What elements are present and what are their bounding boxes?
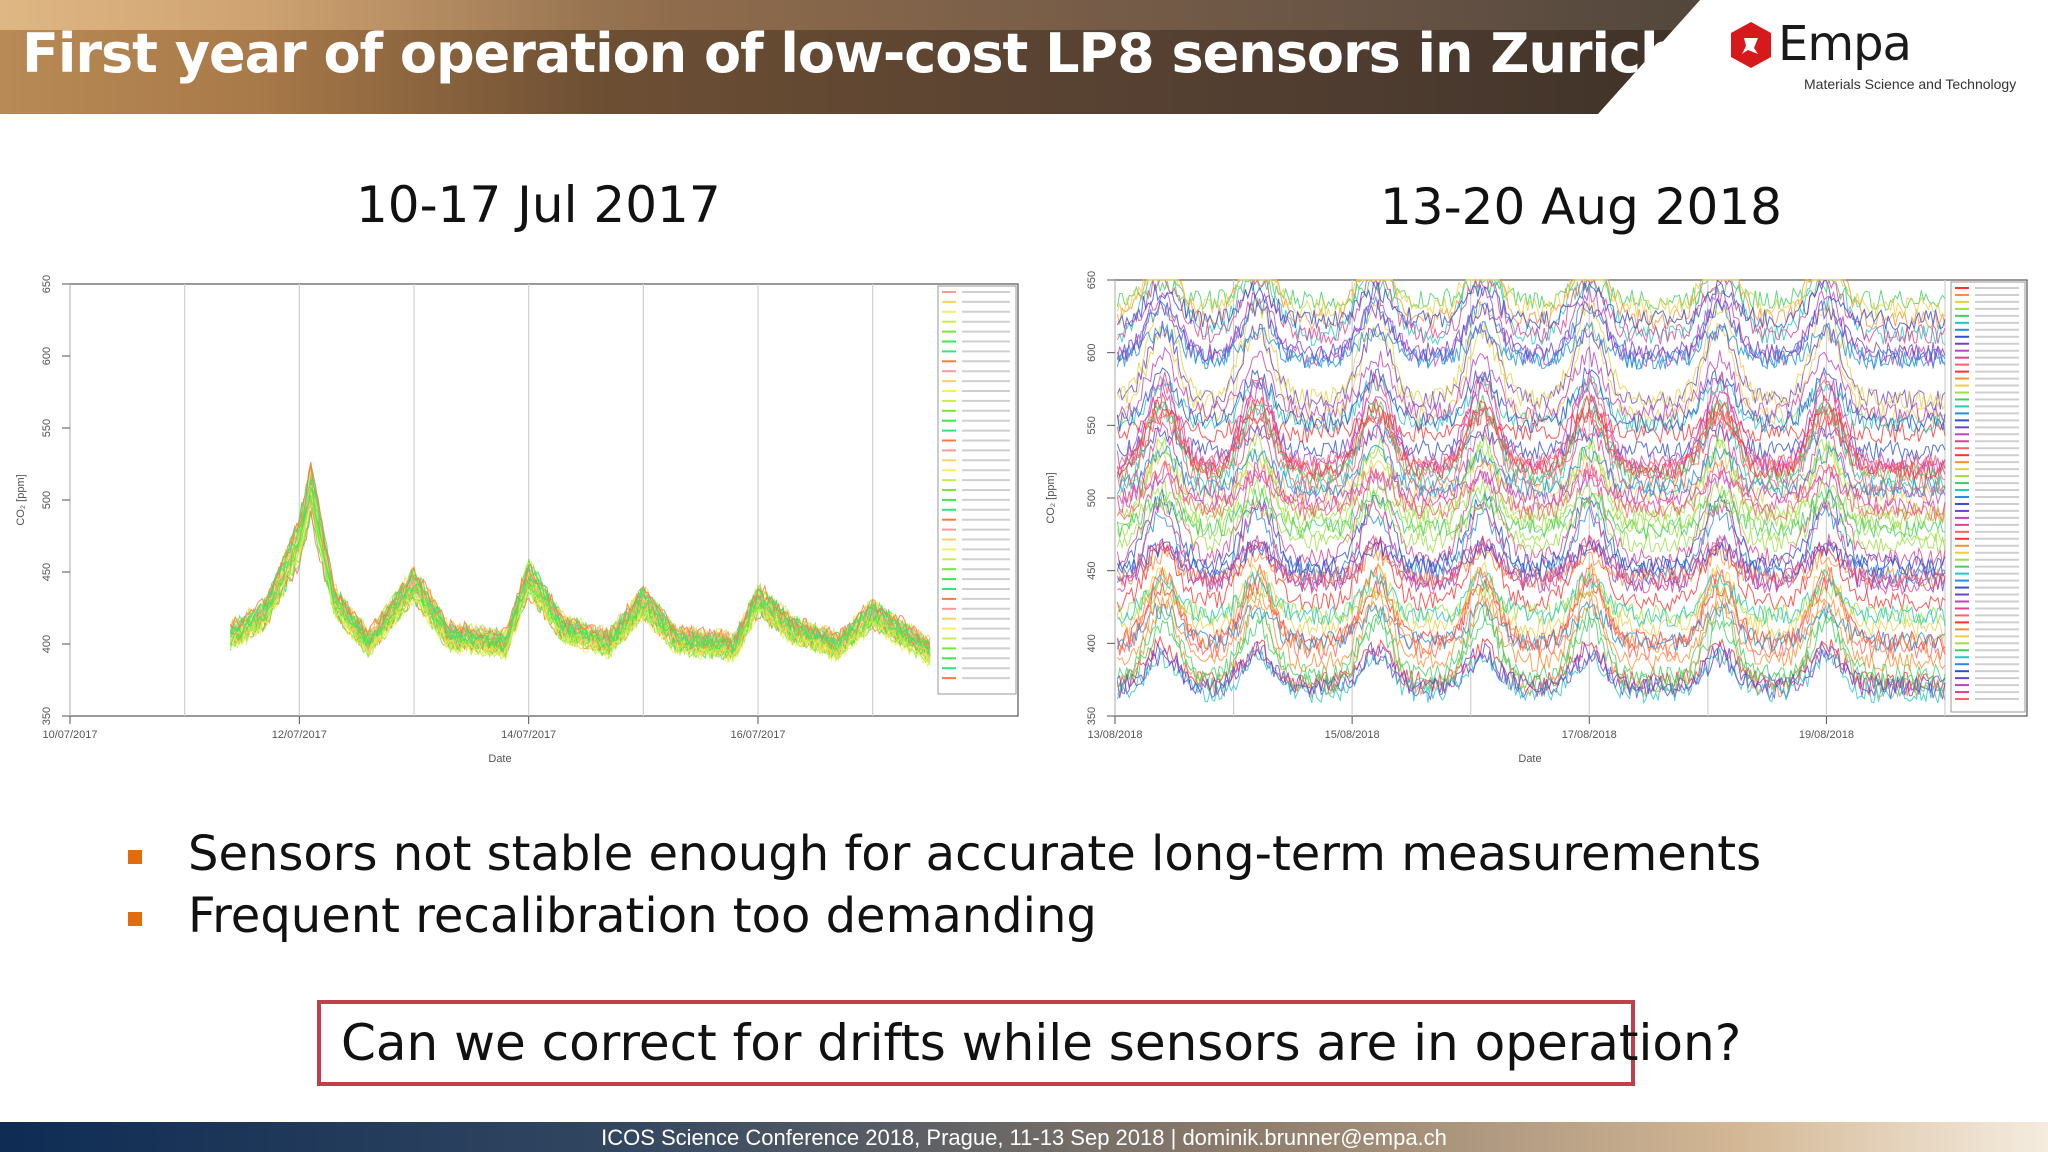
data-series-line	[1116, 614, 1946, 695]
data-series-line	[1116, 345, 1946, 424]
bullet-marker	[128, 912, 142, 926]
data-series-line	[1117, 647, 1946, 696]
data-series-line	[230, 466, 931, 649]
x-axis-label: Date	[488, 753, 511, 765]
data-series-line	[1116, 604, 1946, 686]
data-series-line	[1116, 321, 1946, 371]
y-axis-label: CO₂ [ppm]	[1045, 472, 1057, 523]
data-series-line	[1116, 444, 1946, 499]
y-tick-label: 600	[41, 347, 53, 365]
data-series-line	[1116, 374, 1946, 435]
y-tick-label: 350	[41, 707, 53, 725]
data-series-line	[1116, 279, 1946, 331]
data-series-line	[1116, 320, 1946, 412]
data-series-line	[1116, 533, 1946, 591]
data-series-line	[1117, 561, 1946, 641]
y-tick-label: 600	[1086, 343, 1098, 361]
data-series-line	[1117, 595, 1946, 699]
header-banner	[0, 0, 1700, 114]
data-series-line	[1116, 369, 1946, 472]
data-series-line	[230, 489, 931, 664]
x-tick-label: 19/08/2018	[1799, 729, 1854, 741]
data-series-line	[1116, 646, 1946, 705]
slide-title: First year of operation of low-cost LP8 …	[22, 22, 1678, 85]
x-tick-label: 17/08/2018	[1562, 729, 1617, 741]
data-series-line	[1116, 537, 1946, 579]
x-axis-label: Date	[1518, 753, 1541, 765]
data-series-line	[230, 478, 931, 651]
data-series-line	[1116, 487, 1945, 539]
data-series-line	[230, 487, 931, 656]
data-series-line	[1116, 278, 1946, 319]
y-axis-label: CO₂ [ppm]	[15, 474, 27, 525]
x-tick-label: 10/07/2017	[42, 729, 97, 741]
plot-frame	[69, 283, 1019, 717]
data-series-line	[1117, 586, 1946, 673]
y-tick-label: 550	[41, 419, 53, 437]
x-tick-label: 12/07/2017	[272, 729, 327, 741]
data-series-line	[1117, 468, 1946, 507]
x-tick-label: 14/07/2017	[501, 729, 556, 741]
y-tick-label: 450	[41, 563, 53, 581]
y-tick-label: 500	[1086, 489, 1098, 507]
x-tick-label: 15/08/2018	[1325, 729, 1380, 741]
y-tick-label: 650	[41, 275, 53, 293]
x-tick-label: 13/08/2018	[1087, 729, 1142, 741]
footer-bar: ICOS Science Conference 2018, Prague, 11…	[0, 1122, 2048, 1152]
data-series-line	[1116, 297, 1946, 363]
y-tick-label: 550	[1086, 416, 1098, 434]
data-series-line	[1116, 391, 1946, 482]
panel-title-left: 10-17 Jul 2017	[356, 176, 721, 234]
y-tick-label: 400	[41, 635, 53, 653]
data-series-line	[1116, 580, 1946, 626]
y-tick-label: 400	[1086, 634, 1098, 652]
chart-jul-2017: 350 400 450 500 550 600 650 10/07/2017 12/07/201…	[15, 275, 1019, 765]
data-series-line	[1116, 459, 1946, 523]
data-series-line	[1116, 366, 1946, 434]
y-tick-label: 450	[1086, 561, 1098, 579]
y-tick-label: 650	[1086, 271, 1098, 289]
data-series-line	[1116, 563, 1946, 656]
question-text: Can we correct for drifts while sensors …	[341, 1014, 1742, 1072]
bullet-marker	[128, 850, 142, 864]
empa-logo-icon	[1731, 22, 1771, 68]
empa-logo: Empa Materials Science and Technology	[1720, 14, 2020, 104]
x-tick-label: 16/07/2017	[730, 729, 785, 741]
panel-title-right: 13-20 Aug 2018	[1380, 178, 1782, 236]
question-box: Can we correct for drifts while sensors …	[317, 1000, 1741, 1086]
bullet-text: Frequent recalibration too demanding	[188, 888, 1097, 944]
data-series-line	[1116, 407, 1946, 477]
chart-aug-2018: 350 400 450 500 550 600 650 13/08/2018 15/08/201…	[1045, 271, 2028, 765]
bullet-text: Sensors not stable enough for accurate l…	[188, 826, 1762, 882]
data-series-line	[1116, 546, 1946, 589]
data-series-line	[1116, 402, 1946, 494]
footer-text: ICOS Science Conference 2018, Prague, 11…	[601, 1125, 1447, 1150]
data-series-line	[1117, 568, 1946, 628]
data-series-line	[1116, 491, 1946, 555]
y-tick-label: 350	[1086, 707, 1098, 725]
data-series-line	[1116, 600, 1946, 653]
y-tick-label: 500	[41, 491, 53, 509]
data-series-line	[230, 503, 931, 668]
logo-tagline: Materials Science and Technology	[1804, 76, 2017, 92]
logo-wordmark: Empa	[1778, 16, 1912, 72]
